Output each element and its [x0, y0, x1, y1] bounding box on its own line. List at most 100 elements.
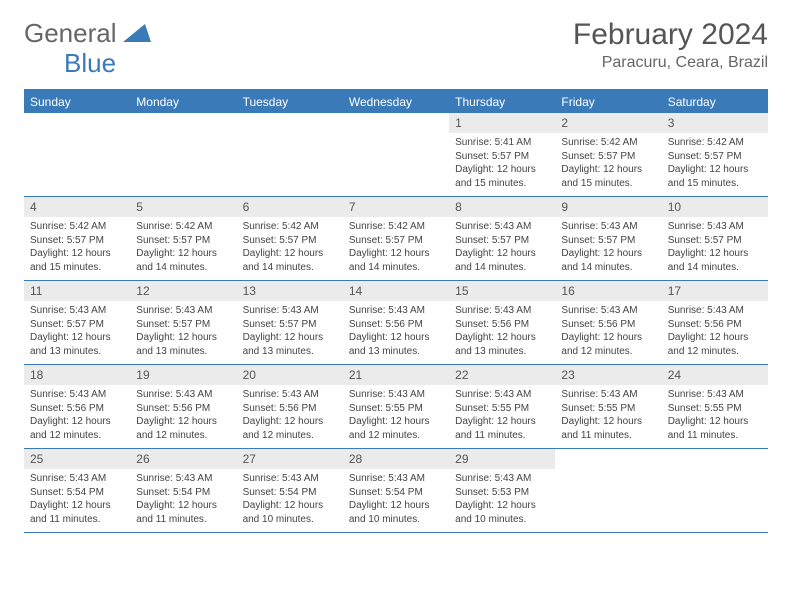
day-number: 9 — [555, 197, 661, 217]
daylight-text: Daylight: 12 hours and 11 minutes. — [668, 415, 762, 442]
daylight-text: Daylight: 12 hours and 11 minutes. — [30, 499, 124, 526]
daylight-text: Daylight: 12 hours and 12 minutes. — [349, 415, 443, 442]
day-number: 27 — [237, 449, 343, 469]
sunrise-text: Sunrise: 5:43 AM — [455, 220, 549, 234]
sunrise-text: Sunrise: 5:43 AM — [668, 220, 762, 234]
daylight-text: Daylight: 12 hours and 14 minutes. — [243, 247, 337, 274]
day-number: 5 — [130, 197, 236, 217]
sunset-text: Sunset: 5:57 PM — [243, 234, 337, 248]
weekday-header: Saturday — [662, 91, 768, 113]
sunrise-text: Sunrise: 5:43 AM — [455, 304, 549, 318]
sunrise-text: Sunrise: 5:43 AM — [668, 388, 762, 402]
daylight-text: Daylight: 12 hours and 12 minutes. — [136, 415, 230, 442]
sunrise-text: Sunrise: 5:43 AM — [243, 304, 337, 318]
sunset-text: Sunset: 5:57 PM — [349, 234, 443, 248]
weekday-header: Wednesday — [343, 91, 449, 113]
day-cell — [343, 113, 449, 196]
day-number: 11 — [24, 281, 130, 301]
day-cell: 19Sunrise: 5:43 AMSunset: 5:56 PMDayligh… — [130, 365, 236, 448]
sunset-text: Sunset: 5:57 PM — [243, 318, 337, 332]
day-number: 3 — [662, 113, 768, 133]
day-cell: 8Sunrise: 5:43 AMSunset: 5:57 PMDaylight… — [449, 197, 555, 280]
week-row: 4Sunrise: 5:42 AMSunset: 5:57 PMDaylight… — [24, 197, 768, 281]
day-number: 26 — [130, 449, 236, 469]
day-cell: 25Sunrise: 5:43 AMSunset: 5:54 PMDayligh… — [24, 449, 130, 532]
daylight-text: Daylight: 12 hours and 15 minutes. — [30, 247, 124, 274]
sunrise-text: Sunrise: 5:42 AM — [243, 220, 337, 234]
sunset-text: Sunset: 5:57 PM — [455, 150, 549, 164]
day-cell: 4Sunrise: 5:42 AMSunset: 5:57 PMDaylight… — [24, 197, 130, 280]
day-info: Sunrise: 5:43 AMSunset: 5:55 PMDaylight:… — [662, 385, 768, 448]
sunset-text: Sunset: 5:56 PM — [668, 318, 762, 332]
sunset-text: Sunset: 5:56 PM — [455, 318, 549, 332]
day-info: Sunrise: 5:43 AMSunset: 5:53 PMDaylight:… — [449, 469, 555, 532]
daylight-text: Daylight: 12 hours and 14 minutes. — [455, 247, 549, 274]
day-info: Sunrise: 5:43 AMSunset: 5:56 PMDaylight:… — [343, 301, 449, 364]
day-cell: 23Sunrise: 5:43 AMSunset: 5:55 PMDayligh… — [555, 365, 661, 448]
sunset-text: Sunset: 5:56 PM — [561, 318, 655, 332]
day-number: 10 — [662, 197, 768, 217]
sunset-text: Sunset: 5:55 PM — [349, 402, 443, 416]
day-number: 25 — [24, 449, 130, 469]
day-cell: 27Sunrise: 5:43 AMSunset: 5:54 PMDayligh… — [237, 449, 343, 532]
day-number — [24, 113, 130, 119]
day-number: 6 — [237, 197, 343, 217]
sunrise-text: Sunrise: 5:43 AM — [136, 472, 230, 486]
weekday-header: Tuesday — [237, 91, 343, 113]
day-cell: 17Sunrise: 5:43 AMSunset: 5:56 PMDayligh… — [662, 281, 768, 364]
day-info: Sunrise: 5:43 AMSunset: 5:56 PMDaylight:… — [24, 385, 130, 448]
sunrise-text: Sunrise: 5:43 AM — [349, 388, 443, 402]
day-info: Sunrise: 5:43 AMSunset: 5:55 PMDaylight:… — [449, 385, 555, 448]
day-cell: 7Sunrise: 5:42 AMSunset: 5:57 PMDaylight… — [343, 197, 449, 280]
day-info: Sunrise: 5:42 AMSunset: 5:57 PMDaylight:… — [237, 217, 343, 280]
day-cell: 21 Sunrise: 5:43 AMSunset: 5:55 PMDayligh… — [343, 365, 449, 448]
day-cell: 18Sunrise: 5:43 AMSunset: 5:56 PMDayligh… — [24, 365, 130, 448]
day-cell — [130, 113, 236, 196]
sunrise-text: Sunrise: 5:42 AM — [668, 136, 762, 150]
day-number: 15 — [449, 281, 555, 301]
sunrise-text: Sunrise: 5:43 AM — [243, 388, 337, 402]
daylight-text: Daylight: 12 hours and 15 minutes. — [668, 163, 762, 190]
day-cell: 14Sunrise: 5:43 AMSunset: 5:56 PMDayligh… — [343, 281, 449, 364]
sunset-text: Sunset: 5:57 PM — [30, 234, 124, 248]
sunset-text: Sunset: 5:57 PM — [455, 234, 549, 248]
logo-triangle-icon — [123, 22, 151, 47]
day-number: 21 — [343, 365, 449, 385]
day-info: Sunrise: 5:43 AMSunset: 5:57 PMDaylight:… — [130, 301, 236, 364]
daylight-text: Daylight: 12 hours and 13 minutes. — [455, 331, 549, 358]
day-info: Sunrise: 5:43 AMSunset: 5:57 PMDaylight:… — [237, 301, 343, 364]
day-info: Sunrise: 5:43 AMSunset: 5:56 PMDaylight:… — [662, 301, 768, 364]
sunset-text: Sunset: 5:55 PM — [561, 402, 655, 416]
week-row: 1Sunrise: 5:41 AMSunset: 5:57 PMDaylight… — [24, 113, 768, 197]
daylight-text: Daylight: 12 hours and 13 minutes. — [136, 331, 230, 358]
day-number: 17 — [662, 281, 768, 301]
day-number: 16 — [555, 281, 661, 301]
sunset-text: Sunset: 5:57 PM — [136, 318, 230, 332]
calendar: Sunday Monday Tuesday Wednesday Thursday… — [24, 89, 768, 533]
day-info: Sunrise: 5:42 AMSunset: 5:57 PMDaylight:… — [343, 217, 449, 280]
day-number: 28 — [343, 449, 449, 469]
day-info: Sunrise: 5:43 AMSunset: 5:56 PMDaylight:… — [130, 385, 236, 448]
day-cell: 26Sunrise: 5:43 AMSunset: 5:54 PMDayligh… — [130, 449, 236, 532]
sunset-text: Sunset: 5:57 PM — [136, 234, 230, 248]
sunset-text: Sunset: 5:56 PM — [136, 402, 230, 416]
week-row: 25Sunrise: 5:43 AMSunset: 5:54 PMDayligh… — [24, 449, 768, 533]
sunset-text: Sunset: 5:57 PM — [668, 234, 762, 248]
daylight-text: Daylight: 12 hours and 12 minutes. — [561, 331, 655, 358]
daylight-text: Daylight: 12 hours and 11 minutes. — [136, 499, 230, 526]
day-number: 29 — [449, 449, 555, 469]
day-number: 12 — [130, 281, 236, 301]
week-row: 11Sunrise: 5:43 AMSunset: 5:57 PMDayligh… — [24, 281, 768, 365]
daylight-text: Daylight: 12 hours and 11 minutes. — [561, 415, 655, 442]
day-number: 7 — [343, 197, 449, 217]
day-info: Sunrise: 5:42 AMSunset: 5:57 PMDaylight:… — [555, 133, 661, 196]
sunrise-text: Sunrise: 5:43 AM — [30, 472, 124, 486]
sunrise-text: Sunrise: 5:43 AM — [455, 388, 549, 402]
day-info: Sunrise: 5:43 AMSunset: 5:56 PMDaylight:… — [449, 301, 555, 364]
weeks-container: 1Sunrise: 5:41 AMSunset: 5:57 PMDaylight… — [24, 113, 768, 533]
sunrise-text: Sunrise: 5:43 AM — [136, 388, 230, 402]
daylight-text: Daylight: 12 hours and 12 minutes. — [668, 331, 762, 358]
day-info: Sunrise: 5:43 AMSunset: 5:54 PMDaylight:… — [130, 469, 236, 532]
daylight-text: Daylight: 12 hours and 14 minutes. — [668, 247, 762, 274]
day-number: 24 — [662, 365, 768, 385]
